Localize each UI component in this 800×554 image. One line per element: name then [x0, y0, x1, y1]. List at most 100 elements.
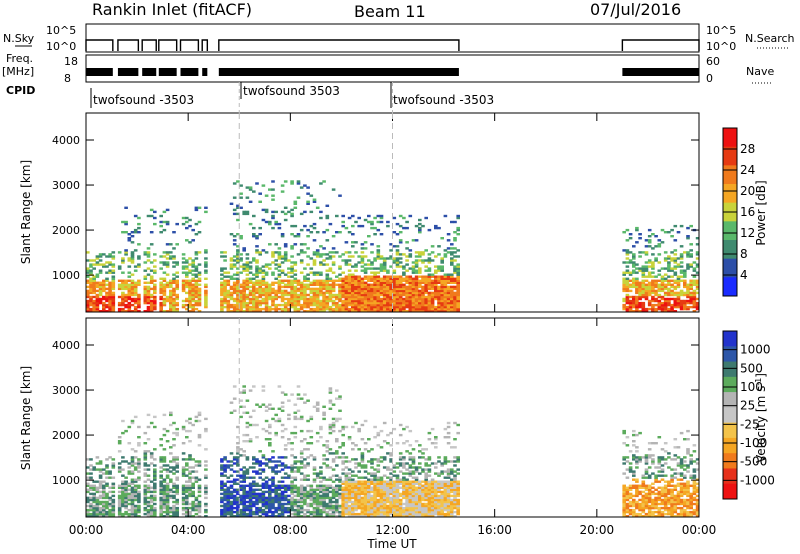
power-cells-cell: [290, 285, 294, 289]
vel-cells-cell: [169, 466, 173, 469]
power-cells-cell: [296, 301, 301, 305]
vel-cells-cell: [312, 490, 317, 494]
vel-cells-cell: [236, 474, 240, 477]
power-cells-cell: [162, 310, 167, 313]
vel-cells-cell: [347, 468, 352, 471]
power-cells-cell: [245, 212, 250, 216]
power-cells-cell: [248, 267, 253, 270]
vel-cells-cell: [367, 482, 371, 485]
vel-cells-cell: [271, 468, 275, 471]
power-cells-cell: [398, 239, 403, 242]
power-cells-cell: [162, 303, 167, 307]
power-cells-cell: [632, 277, 636, 280]
vel-cells-cell: [117, 506, 122, 510]
vel-cells-cell: [360, 504, 365, 508]
vel-cells-cell: [370, 502, 374, 506]
vel-cells-cell: [357, 512, 361, 516]
vel-cells-cell: [347, 476, 352, 479]
vel-cells-cell: [137, 500, 141, 504]
power-cells-cell: [185, 267, 189, 270]
power-cells-cell: [673, 291, 678, 295]
vel-cells-cell: [185, 498, 189, 502]
power-cells-cell: [376, 293, 381, 297]
vel-cells-cell: [252, 490, 256, 494]
power-cells-cell: [117, 279, 122, 282]
power-cells-cell: [450, 297, 454, 301]
vel-cells-cell: [153, 425, 157, 429]
vel-cells-cell: [86, 466, 90, 469]
vel-cells-cell: [98, 510, 103, 514]
power-cells-cell: [638, 305, 642, 309]
power-cells-cell: [344, 289, 349, 293]
vel-cells-cell: [236, 462, 240, 465]
power-cells-cell: [651, 275, 655, 278]
vel-cells-cell: [274, 498, 278, 502]
vel-cells-cell: [287, 510, 291, 514]
vel-cells-cell: [379, 498, 384, 502]
vel-cells-cell: [245, 433, 250, 437]
vel-cells-cell: [290, 504, 294, 508]
power-cells-cell: [427, 307, 432, 311]
power-cells-cell: [153, 297, 157, 301]
vel-cells-cell: [236, 510, 240, 514]
vel-cells-cell: [188, 476, 192, 479]
power-cells-cell: [194, 301, 199, 305]
vel-cells-cell: [117, 490, 122, 494]
vel-cells-cell: [367, 472, 371, 475]
power-cells-cell: [382, 307, 387, 311]
power-cells-cell: [360, 261, 365, 264]
power-cells-cell: [679, 275, 684, 278]
vel-cells-cell: [354, 444, 358, 447]
power-cells-cell: [264, 287, 269, 291]
vel-cells-cell: [277, 504, 282, 508]
vel-cells-cell: [169, 423, 173, 427]
vel-cells-cell: [312, 456, 317, 459]
power-cells-cell: [248, 281, 253, 284]
vel-cells-cell: [379, 502, 384, 506]
vel-cells-cell: [236, 464, 240, 467]
power-cells-cell: [360, 247, 365, 250]
power-cells-cell: [398, 257, 403, 260]
vel-cells-cell: [376, 484, 381, 487]
vel-cells-cell: [232, 456, 237, 459]
power-cells-cell: [204, 257, 208, 260]
vel-cells-cell: [335, 389, 339, 392]
power-cells-cell: [290, 255, 294, 258]
power-cells-cell: [338, 273, 342, 276]
vel-cells-cell: [293, 515, 298, 518]
vel-cells-cell: [341, 442, 345, 445]
vel-cells-cell: [299, 478, 304, 481]
power-cells-cell: [274, 297, 278, 301]
vel-cells-cell: [354, 500, 358, 504]
vel-cells-cell: [153, 498, 157, 502]
power-cells-cell: [625, 271, 630, 274]
vel-cells-cell: [169, 510, 173, 514]
vel-cells-cell: [105, 506, 109, 510]
power-cells-cell: [188, 269, 192, 272]
vel-cells-cell: [175, 486, 179, 489]
power-cells-cell: [102, 307, 106, 311]
power-cells-cell: [692, 297, 697, 301]
power-cells-cell: [408, 299, 413, 303]
vel-cells-cell: [153, 470, 157, 473]
power-cells-cell: [367, 275, 371, 278]
vel-cells-cell: [175, 500, 179, 504]
power-cells-cell: [414, 259, 419, 262]
power-cells-cell: [169, 281, 173, 284]
vel-cells-cell: [248, 423, 253, 427]
power-cells-cell: [175, 307, 179, 311]
vel-cells-cell: [322, 488, 326, 491]
nsky-segment-1: [117, 39, 140, 51]
power-cells-cell: [197, 291, 202, 295]
power-cells-cell: [169, 299, 173, 303]
power-cells-cell: [111, 305, 116, 309]
vel-cells-cell: [191, 506, 195, 510]
power-cells-cell: [105, 310, 109, 313]
power-cells-cell: [319, 182, 323, 185]
power-cells-cell: [331, 263, 336, 266]
vel-cells-cell: [121, 460, 125, 463]
power-cells-cell: [456, 289, 460, 293]
power-cells-cell: [255, 287, 259, 291]
power-cells-cell: [660, 307, 665, 311]
power-cells-cell: [328, 293, 333, 297]
